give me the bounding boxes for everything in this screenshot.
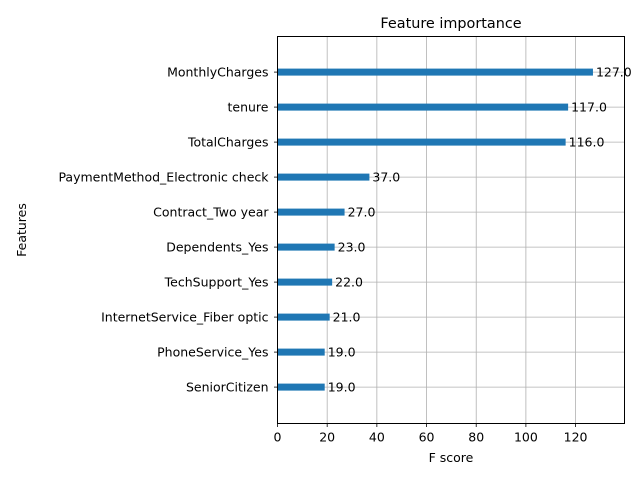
value-label: 37.0 (372, 170, 400, 185)
category-label: TotalCharges (187, 135, 269, 150)
category-label: PaymentMethod_Electronic check (58, 170, 269, 185)
bar (277, 278, 333, 286)
bar (277, 243, 335, 251)
category-label: SeniorCitizen (186, 380, 269, 395)
value-labels: 127.0 117.0 116.0 37.0 27.0 23.0 22.0 21.0 19.0 1… (328, 65, 632, 395)
bar (277, 173, 370, 181)
x-tick-label: 0 (274, 430, 282, 445)
value-label: 117.0 (571, 100, 607, 115)
bar (277, 138, 566, 146)
bar (277, 313, 330, 321)
category-label: Contract_Two year (153, 205, 269, 220)
grid-lines (277, 36, 625, 424)
category-label: InternetService_Fiber optic (101, 310, 269, 325)
value-label: 19.0 (328, 345, 356, 360)
value-label: 23.0 (338, 240, 366, 255)
value-label: 127.0 (596, 65, 632, 80)
x-tick-label: 40 (369, 430, 385, 445)
x-axis-label: F score (429, 450, 474, 465)
value-label: 19.0 (328, 380, 356, 395)
value-label: 116.0 (569, 135, 605, 150)
value-label: 27.0 (348, 205, 376, 220)
bar (277, 208, 345, 216)
bar (277, 103, 569, 111)
value-label: 21.0 (333, 310, 361, 325)
x-tick-label: 80 (468, 430, 484, 445)
x-tick-label: 60 (419, 430, 435, 445)
chart-title: Feature importance (380, 16, 521, 32)
bar (277, 348, 325, 356)
category-label: MonthlyCharges (167, 65, 268, 80)
category-label: Dependents_Yes (166, 240, 268, 255)
plot-frame (277, 36, 625, 424)
x-tick-label: 20 (319, 430, 335, 445)
x-tick-label: 120 (564, 430, 588, 445)
category-label: TechSupport_Yes (164, 275, 269, 290)
x-tick-label: 100 (514, 430, 538, 445)
bar (277, 383, 325, 391)
y-axis-label: Features (14, 203, 29, 257)
bar (277, 68, 593, 76)
category-label: tenure (228, 100, 269, 115)
value-label: 22.0 (335, 275, 363, 290)
bars (277, 68, 593, 391)
axis-ticks: 0 20 40 60 80 100 120 MonthlyCharges tenure Total… (58, 65, 587, 445)
category-label: PhoneService_Yes (157, 345, 268, 360)
